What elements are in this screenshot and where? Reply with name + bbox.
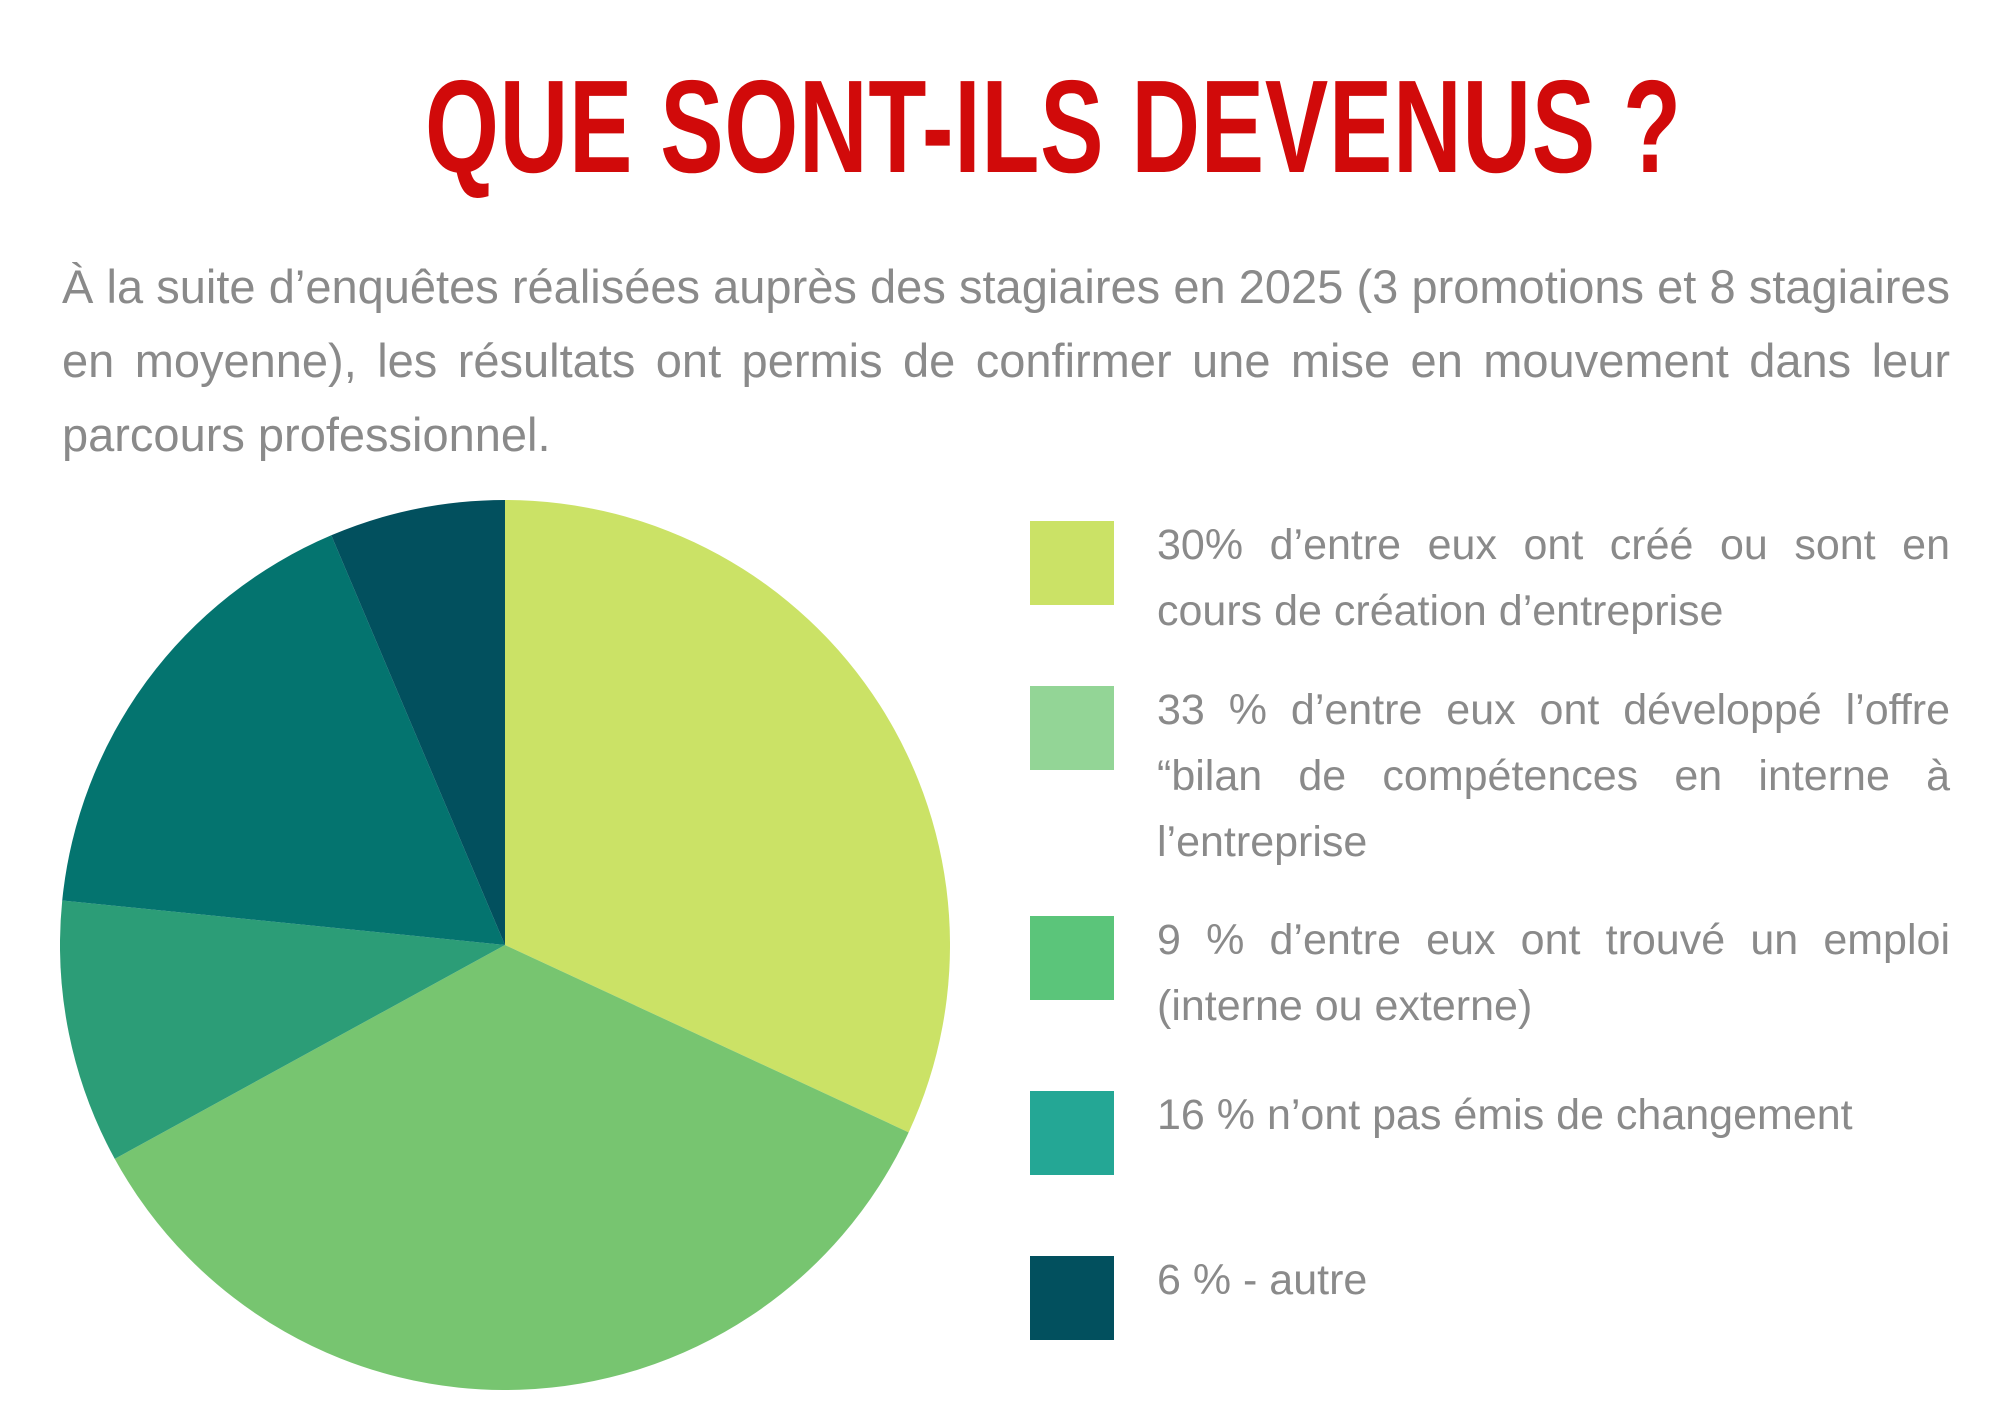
legend-label-creation: 30% d’entre eux ont créé ou sont en cour… — [1157, 521, 1950, 635]
pie-slice-bilan — [114, 945, 909, 1390]
pie-slice-autre — [331, 500, 505, 945]
legend-label-sans-changement: 16 % n’ont pas émis de changement — [1157, 1091, 1853, 1139]
pie-slice-sans-changement — [62, 535, 505, 945]
pie-slice-emploi — [60, 900, 505, 1159]
legend-label-bilan: 33 % d’entre eux ont développé l’offre “… — [1157, 686, 1950, 866]
pie-slice-creation — [505, 500, 950, 1133]
legend-swatch-autre — [1030, 1256, 1114, 1340]
page-title: QUE SONT-ILS DEVENUS ? — [424, 53, 1682, 200]
legend-swatch-sans-changement — [1030, 1091, 1114, 1175]
pie-chart-svg — [60, 500, 950, 1390]
legend-label-emploi: 9 % d’entre eux ont trouvé un emploi (in… — [1157, 916, 1950, 1030]
intro-paragraph: À la suite d’enquêtes réalisées auprès d… — [62, 260, 1950, 461]
legend-swatch-bilan — [1030, 686, 1114, 770]
legend-swatch-creation — [1030, 521, 1114, 605]
legend-label-autre: 6 % - autre — [1157, 1256, 1368, 1304]
legend-swatch-emploi — [1030, 916, 1114, 1000]
pie-chart — [60, 500, 950, 1390]
